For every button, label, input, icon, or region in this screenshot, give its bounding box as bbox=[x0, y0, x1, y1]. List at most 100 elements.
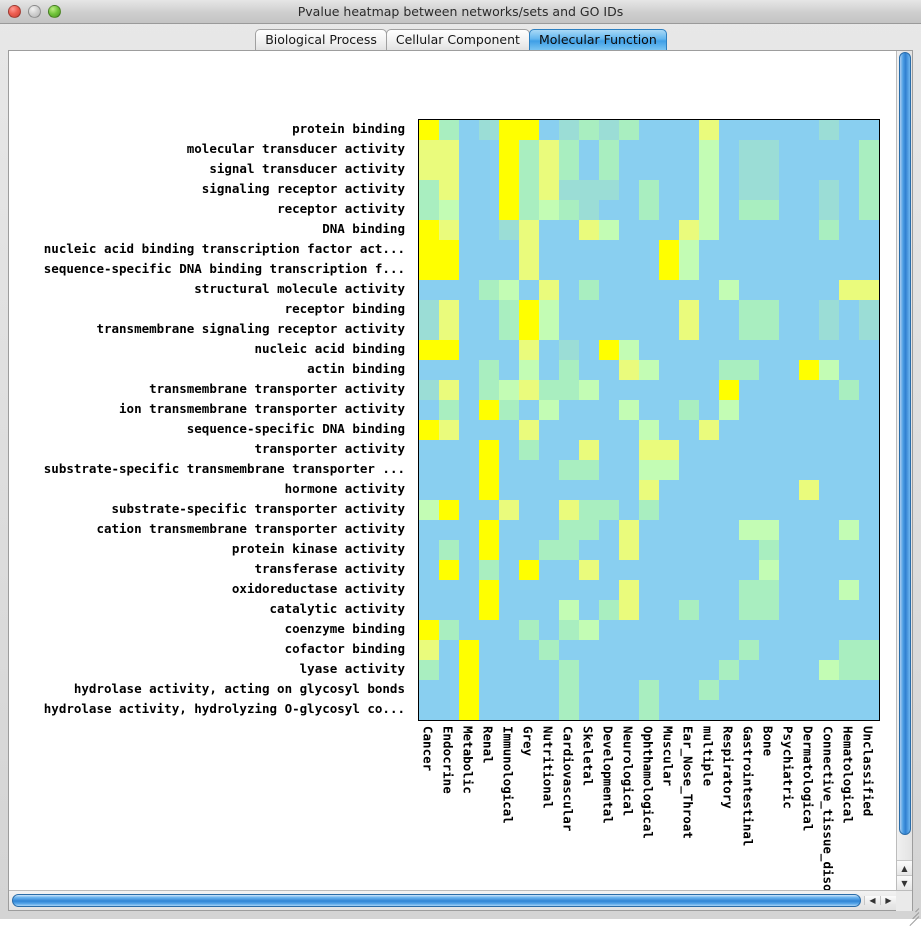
heatmap-cell[interactable] bbox=[719, 600, 739, 620]
heatmap-cell[interactable] bbox=[519, 400, 539, 420]
heatmap-cell[interactable] bbox=[819, 160, 839, 180]
heatmap-cell[interactable] bbox=[739, 620, 759, 640]
heatmap-cell[interactable] bbox=[459, 300, 479, 320]
heatmap-cell[interactable] bbox=[719, 420, 739, 440]
heatmap-cell[interactable] bbox=[699, 700, 719, 720]
heatmap-cell[interactable] bbox=[839, 520, 859, 540]
heatmap-cell[interactable] bbox=[759, 220, 779, 240]
heatmap-cell[interactable] bbox=[699, 540, 719, 560]
heatmap-cell[interactable] bbox=[659, 220, 679, 240]
heatmap-cell[interactable] bbox=[779, 540, 799, 560]
heatmap-cell[interactable] bbox=[439, 340, 459, 360]
heatmap-cell[interactable] bbox=[579, 120, 599, 140]
heatmap-cell[interactable] bbox=[719, 260, 739, 280]
heatmap-cell[interactable] bbox=[659, 160, 679, 180]
heatmap-cell[interactable] bbox=[839, 400, 859, 420]
heatmap-cell[interactable] bbox=[479, 160, 499, 180]
heatmap-cell[interactable] bbox=[639, 160, 659, 180]
heatmap-cell[interactable] bbox=[479, 660, 499, 680]
heatmap-cell[interactable] bbox=[819, 200, 839, 220]
heatmap-cell[interactable] bbox=[759, 500, 779, 520]
heatmap-cell[interactable] bbox=[739, 120, 759, 140]
heatmap-cell[interactable] bbox=[579, 500, 599, 520]
heatmap-cell[interactable] bbox=[779, 320, 799, 340]
heatmap-cell[interactable] bbox=[739, 460, 759, 480]
heatmap-cell[interactable] bbox=[659, 240, 679, 260]
heatmap-cell[interactable] bbox=[539, 400, 559, 420]
heatmap-cell[interactable] bbox=[759, 580, 779, 600]
heatmap-cell[interactable] bbox=[859, 520, 879, 540]
heatmap-cell[interactable] bbox=[759, 640, 779, 660]
heatmap-cell[interactable] bbox=[719, 500, 739, 520]
heatmap-cell[interactable] bbox=[799, 680, 819, 700]
heatmap-cell[interactable] bbox=[539, 680, 559, 700]
heatmap-cell[interactable] bbox=[699, 460, 719, 480]
heatmap-cell[interactable] bbox=[479, 280, 499, 300]
heatmap-cell[interactable] bbox=[819, 540, 839, 560]
heatmap-cell[interactable] bbox=[759, 560, 779, 580]
heatmap-cell[interactable] bbox=[799, 580, 819, 600]
heatmap-cell[interactable] bbox=[419, 160, 439, 180]
heatmap-cell[interactable] bbox=[479, 560, 499, 580]
heatmap-cell[interactable] bbox=[599, 360, 619, 380]
heatmap-cell[interactable] bbox=[639, 380, 659, 400]
heatmap-cell[interactable] bbox=[759, 460, 779, 480]
heatmap-cell[interactable] bbox=[859, 120, 879, 140]
heatmap-cell[interactable] bbox=[839, 360, 859, 380]
heatmap-cell[interactable] bbox=[419, 440, 439, 460]
heatmap-cell[interactable] bbox=[499, 320, 519, 340]
heatmap-cell[interactable] bbox=[559, 360, 579, 380]
heatmap-cell[interactable] bbox=[599, 160, 619, 180]
heatmap-cell[interactable] bbox=[859, 240, 879, 260]
heatmap-cell[interactable] bbox=[819, 120, 839, 140]
heatmap-cell[interactable] bbox=[679, 480, 699, 500]
heatmap-cell[interactable] bbox=[419, 320, 439, 340]
heatmap-cell[interactable] bbox=[579, 700, 599, 720]
heatmap-cell[interactable] bbox=[559, 240, 579, 260]
heatmap-cell[interactable] bbox=[679, 460, 699, 480]
heatmap-cell[interactable] bbox=[619, 280, 639, 300]
heatmap-cell[interactable] bbox=[499, 300, 519, 320]
heatmap-cell[interactable] bbox=[419, 620, 439, 640]
heatmap-cell[interactable] bbox=[739, 380, 759, 400]
heatmap-cell[interactable] bbox=[519, 280, 539, 300]
heatmap-cell[interactable] bbox=[659, 460, 679, 480]
heatmap-cell[interactable] bbox=[739, 680, 759, 700]
heatmap-cell[interactable] bbox=[479, 540, 499, 560]
heatmap-cell[interactable] bbox=[759, 140, 779, 160]
heatmap-cell[interactable] bbox=[699, 480, 719, 500]
heatmap-cell[interactable] bbox=[499, 440, 519, 460]
heatmap-cell[interactable] bbox=[659, 360, 679, 380]
heatmap-cell[interactable] bbox=[639, 580, 659, 600]
heatmap-cell[interactable] bbox=[419, 680, 439, 700]
heatmap-cell[interactable] bbox=[579, 400, 599, 420]
heatmap-cell[interactable] bbox=[859, 640, 879, 660]
heatmap-cell[interactable] bbox=[799, 220, 819, 240]
heatmap-cell[interactable] bbox=[459, 660, 479, 680]
heatmap-cell[interactable] bbox=[739, 500, 759, 520]
heatmap-cell[interactable] bbox=[419, 240, 439, 260]
heatmap-cell[interactable] bbox=[719, 200, 739, 220]
heatmap-cell[interactable] bbox=[459, 420, 479, 440]
heatmap-cell[interactable] bbox=[499, 380, 519, 400]
heatmap-cell[interactable] bbox=[499, 120, 519, 140]
heatmap-cell[interactable] bbox=[539, 420, 559, 440]
heatmap-cell[interactable] bbox=[619, 340, 639, 360]
heatmap-cell[interactable] bbox=[599, 660, 619, 680]
heatmap-cell[interactable] bbox=[839, 140, 859, 160]
heatmap-cell[interactable] bbox=[499, 220, 519, 240]
heatmap-cell[interactable] bbox=[599, 260, 619, 280]
heatmap-cell[interactable] bbox=[599, 280, 619, 300]
heatmap-cell[interactable] bbox=[479, 400, 499, 420]
heatmap-cell[interactable] bbox=[539, 140, 559, 160]
horizontal-scroll-track[interactable] bbox=[9, 892, 864, 909]
heatmap-cell[interactable] bbox=[779, 640, 799, 660]
heatmap-cell[interactable] bbox=[819, 280, 839, 300]
heatmap-cell[interactable] bbox=[659, 400, 679, 420]
heatmap-cell[interactable] bbox=[719, 640, 739, 660]
horizontal-scrollbar[interactable]: ◀ ▶ bbox=[9, 890, 912, 911]
heatmap-cell[interactable] bbox=[559, 560, 579, 580]
heatmap-cell[interactable] bbox=[719, 700, 739, 720]
heatmap-cell[interactable] bbox=[539, 500, 559, 520]
heatmap-cell[interactable] bbox=[799, 420, 819, 440]
